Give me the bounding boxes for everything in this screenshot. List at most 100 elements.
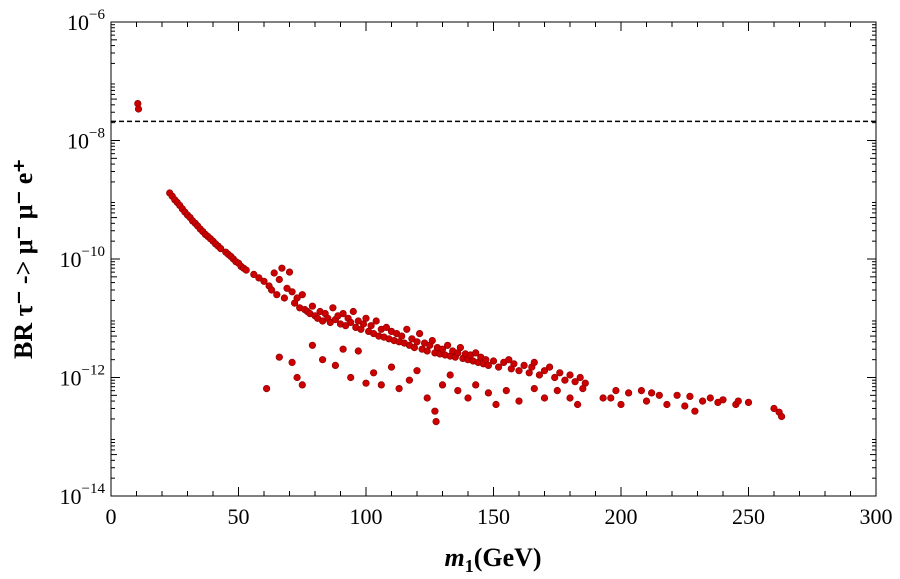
- data-point: [270, 269, 278, 277]
- data-point: [551, 373, 559, 382]
- data-point: [719, 396, 727, 404]
- x-tick-label: 100: [350, 504, 383, 529]
- data-point: [495, 363, 503, 371]
- data-point: [566, 371, 574, 379]
- data-point: [744, 398, 753, 407]
- data-point: [432, 418, 440, 426]
- data-point: [484, 389, 493, 397]
- data-point: [273, 291, 281, 299]
- y-axis-title: BR τ⁻ -> μ⁻ μ⁻ e⁺: [9, 159, 38, 359]
- data-point: [607, 394, 615, 402]
- data-point: [515, 367, 523, 375]
- data-point: [472, 381, 480, 389]
- data-point: [706, 394, 714, 402]
- data-point: [362, 314, 370, 322]
- x-tick-label: 300: [860, 504, 893, 529]
- data-point: [530, 385, 538, 393]
- data-point: [278, 264, 286, 272]
- data-point: [444, 341, 452, 349]
- data-point: [472, 349, 480, 357]
- data-point: [387, 363, 396, 371]
- data-point: [454, 387, 462, 395]
- data-point: [342, 322, 350, 330]
- data-point: [370, 369, 378, 377]
- data-point: [624, 389, 633, 397]
- data-point: [403, 325, 411, 333]
- data-point: [410, 344, 419, 352]
- data-point: [280, 294, 289, 302]
- data-point: [242, 266, 250, 274]
- data-point: [573, 400, 582, 409]
- data-point: [540, 367, 549, 375]
- x-tick-label: 50: [228, 504, 250, 529]
- data-point: [298, 291, 306, 299]
- data-point: [530, 358, 538, 367]
- plot-frame: [110, 21, 877, 497]
- data-point: [502, 387, 510, 395]
- data-point: [686, 392, 694, 401]
- data-point: [298, 381, 306, 389]
- data-point: [347, 373, 355, 382]
- data-point: [293, 373, 301, 382]
- x-tick-label: 0: [106, 504, 117, 529]
- data-point: [642, 397, 651, 405]
- data-point: [505, 356, 513, 364]
- data-point: [217, 245, 225, 253]
- data-point: [347, 318, 355, 327]
- data-point: [260, 277, 268, 285]
- data-point: [777, 412, 786, 421]
- data-point: [599, 394, 607, 402]
- data-point: [637, 387, 646, 395]
- data-point: [464, 394, 472, 402]
- data-point: [413, 338, 421, 346]
- data-point: [293, 294, 301, 302]
- data-point: [354, 347, 362, 355]
- data-point: [571, 378, 579, 386]
- data-point: [263, 385, 271, 393]
- data-point: [691, 407, 699, 415]
- data-point: [268, 286, 276, 294]
- data-point: [428, 337, 436, 345]
- data-point: [579, 385, 587, 393]
- y-tick-label: 10−6: [67, 7, 105, 35]
- x-axis-title: m1(GeV): [444, 543, 541, 576]
- y-tick-label: 10−10: [60, 244, 105, 272]
- data-point: [288, 358, 296, 367]
- data-point: [413, 367, 421, 375]
- data-point: [349, 307, 357, 316]
- data-point: [698, 397, 707, 405]
- data-point: [520, 361, 528, 370]
- data-point: [510, 360, 518, 368]
- data-point: [308, 302, 317, 310]
- tick-labels: 0 50 100 150 200 250 300 10−14 10−12 10−10 10−8 10−…: [60, 7, 893, 529]
- data-point: [250, 270, 258, 279]
- data-point: [275, 275, 283, 284]
- data-point: [339, 345, 347, 353]
- data-point: [612, 387, 620, 395]
- data-point: [398, 332, 406, 340]
- data-point: [423, 394, 431, 402]
- data-point: [566, 394, 574, 402]
- data-point: [456, 344, 465, 352]
- data-point: [545, 363, 554, 371]
- data-point: [492, 400, 500, 409]
- data-point: [416, 330, 424, 338]
- data-point: [339, 310, 347, 318]
- data-point: [556, 369, 564, 377]
- data-point: [367, 322, 375, 330]
- axis-ticks: [110, 21, 877, 497]
- data-point: [395, 385, 403, 393]
- x-tick-label: 250: [732, 504, 765, 529]
- data-point: [275, 353, 283, 361]
- data-point: [255, 274, 263, 282]
- data-point: [489, 357, 498, 365]
- y-tick-label: 10−8: [67, 126, 105, 154]
- data-point: [308, 341, 317, 349]
- data-point: [617, 400, 625, 409]
- data-point: [377, 381, 385, 389]
- data-point: [438, 345, 447, 353]
- data-point: [382, 323, 391, 332]
- data-point: [673, 391, 681, 399]
- data-point: [770, 404, 778, 413]
